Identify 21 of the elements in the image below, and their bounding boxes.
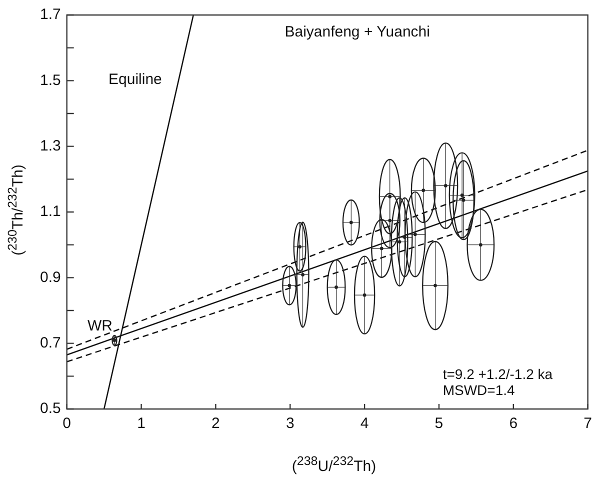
y-tick-label: 0.9 [40, 268, 61, 286]
y-tick-label: 0.5 [40, 400, 61, 418]
x-tick-label: 0 [62, 415, 72, 432]
x-tick-label: 2 [212, 415, 220, 432]
annotation: WR [87, 317, 113, 334]
annotation: t=9.2 +1.2/-1.2 ka [442, 366, 553, 382]
annotation: Equiline [108, 70, 162, 88]
y-tick-label: 0.7 [40, 334, 61, 352]
text: Baiyanfeng + Yuanchi [284, 24, 430, 41]
x-tick-label: 4 [360, 415, 369, 432]
x-tick-label: 5 [434, 415, 444, 432]
x-axis-title: ($^{238}$U/$^{232}$Th) [290, 454, 378, 475]
y-tick-label: 1.7 [40, 6, 61, 24]
y-tick-label: 1.3 [40, 137, 61, 154]
y-tick-label: 1.1 [40, 203, 61, 220]
annotation: MSWD=1.4 [442, 382, 516, 398]
x-tick-label: 3 [286, 415, 294, 432]
y-tick-label: 1.5 [40, 72, 61, 89]
x-tick-label: 7 [584, 415, 592, 432]
x-tick-label: 6 [509, 415, 518, 432]
x-tick-label: 1 [137, 415, 146, 432]
